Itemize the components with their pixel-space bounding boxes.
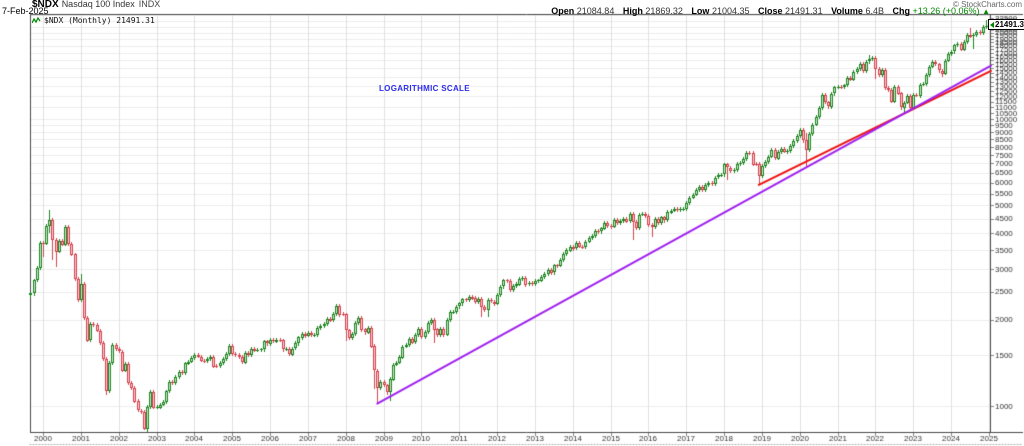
log-scale-annotation: LOGARITHMIC SCALE [379, 84, 470, 93]
header-row-1: $NDX Nasdaq 100 Index INDX © StockCharts.c… [0, 0, 1024, 10]
symbol-name: Nasdaq 100 Index [61, 0, 135, 9]
high-value: 21869.32 [645, 6, 683, 16]
volume-value: 6.4B [865, 6, 884, 16]
chg-value: +13.26 (+0.06%) [912, 6, 980, 16]
last-price-value: 21491.31 [995, 20, 1024, 29]
header-row-2: 7-Feb-2025 Open 21084.84 High 21869.32 L… [0, 6, 1024, 16]
quote-row: Open 21084.84 High 21869.32 Low 21004.35… [545, 6, 990, 16]
instrument-label-text: $NDX (Monthly) 21491.31 [44, 16, 155, 25]
close-value: 21491.31 [785, 6, 823, 16]
symbol: $NDX [32, 0, 59, 10]
open-value: 21084.84 [576, 6, 615, 16]
last-price-tag: 21491.31 [988, 19, 1024, 30]
close-label: Close [758, 6, 783, 16]
instrument-label: $NDX (Monthly) 21491.31 [32, 16, 155, 25]
symbol-title: $NDX Nasdaq 100 Index INDX [32, 0, 161, 10]
volume-label: Volume [831, 6, 863, 16]
open-label: Open [551, 6, 575, 16]
copyright: © StockCharts.com [952, 0, 1022, 9]
price-style-icon [32, 16, 41, 23]
price-arrow-icon [990, 21, 994, 28]
exchange-code: INDX [138, 0, 161, 9]
low-value: 21004.35 [711, 6, 750, 16]
low-label: Low [691, 6, 710, 16]
chart-date: 7-Feb-2025 [2, 6, 49, 16]
high-label: High [622, 6, 643, 16]
change-up-icon: ▲ [982, 7, 990, 16]
chg-label: Chg [892, 6, 910, 16]
